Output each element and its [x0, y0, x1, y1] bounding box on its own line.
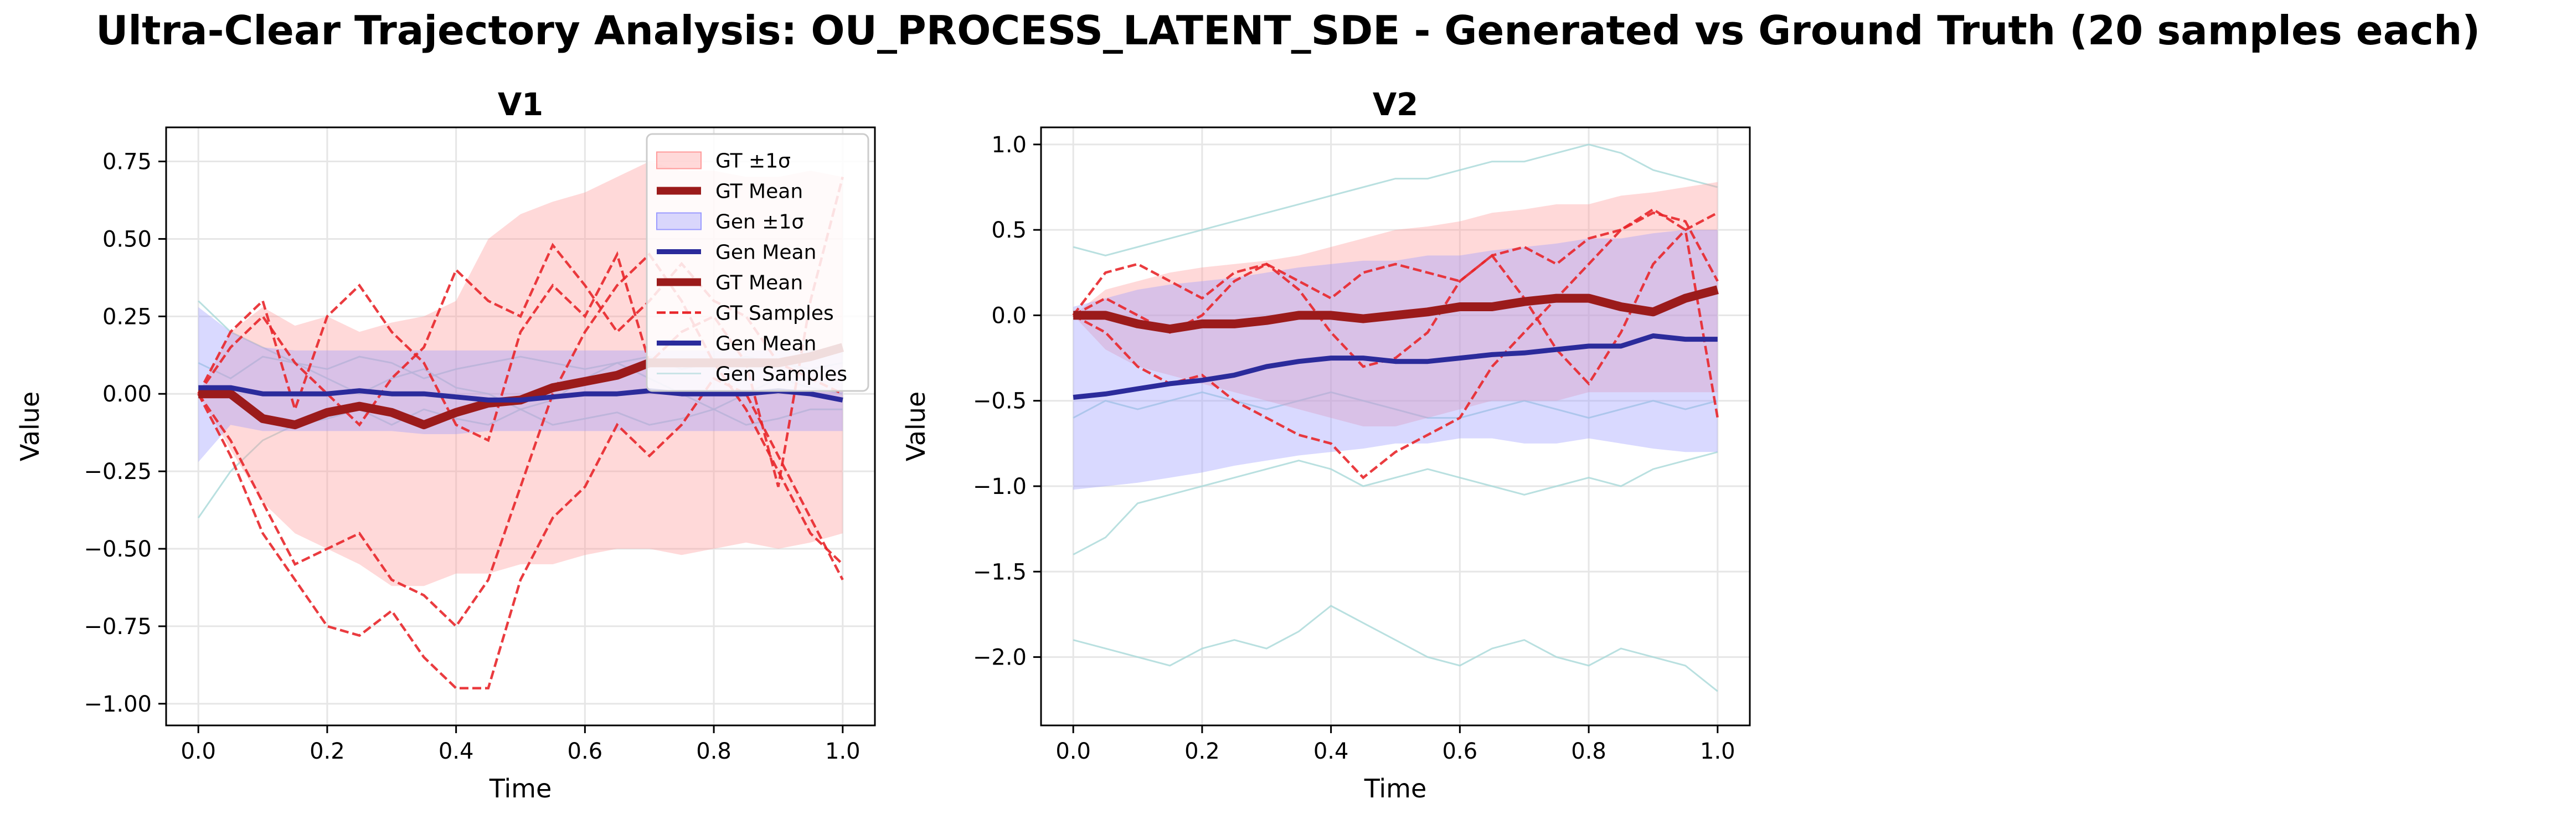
y-tick-label: 0.75 — [102, 150, 152, 175]
gen-sample-line — [1073, 391, 1718, 419]
plot-area — [1072, 143, 1719, 692]
chart-title: V1 — [498, 87, 543, 123]
y-tick-label: −2.0 — [973, 645, 1027, 671]
x-tick-label: 0.2 — [310, 739, 345, 764]
legend-swatch — [656, 151, 702, 169]
gen-mean-line — [198, 385, 843, 403]
x-axis-label: Time — [1364, 774, 1427, 803]
x-axis-label: Time — [489, 774, 552, 803]
y-axis-label: Value — [15, 392, 45, 461]
gen-sample-line — [1073, 143, 1718, 256]
chart-panel-v1: 0.0 0.2 0.4 0.6 0.8 1.0 −1.00 −0.75 −0.50 −0.25 0.… — [15, 87, 876, 803]
y-tick-label: 0.00 — [102, 382, 152, 407]
gt-sample-line — [197, 252, 844, 629]
gen-mean-line — [1073, 333, 1718, 400]
x-tick-label: 0.4 — [1313, 739, 1349, 764]
legend-label: GT Samples — [715, 302, 834, 325]
y-axis-label: Value — [901, 392, 931, 461]
y-tick-label: −1.0 — [973, 474, 1027, 499]
y-tick-label: −1.5 — [973, 559, 1027, 585]
axes-frame — [165, 126, 876, 727]
x-tick-label: 0.2 — [1184, 739, 1220, 764]
legend-label: Gen Mean — [715, 333, 816, 356]
y-tick-label: −1.00 — [84, 692, 152, 717]
legend-box — [646, 133, 869, 392]
x-tick-label: 0.8 — [696, 739, 731, 764]
gt-sample-line — [197, 377, 844, 690]
legend-label: GT ±1σ — [715, 150, 791, 173]
gen-sample-line — [1073, 605, 1718, 692]
y-tick-label: 0.50 — [102, 226, 152, 252]
x-tick-label: 1.0 — [825, 739, 861, 764]
x-tick-label: 0.8 — [1571, 739, 1606, 764]
legend-swatch — [656, 212, 702, 230]
band-gt- — [1073, 182, 1718, 426]
y-tick-label: 0.0 — [991, 303, 1027, 328]
legend-label: Gen Samples — [715, 363, 847, 386]
gt-sample-line — [1072, 211, 1719, 368]
x-tick-label: 0.6 — [568, 739, 603, 764]
legend-label: Gen ±1σ — [715, 211, 804, 234]
chart-title: V2 — [1373, 87, 1418, 123]
x-tick-label: 0.6 — [1442, 739, 1478, 764]
legend-label: GT Mean — [715, 181, 803, 203]
legend-label: GT Mean — [715, 272, 803, 295]
gt-sample-line — [197, 176, 844, 487]
x-tick-label: 1.0 — [1700, 739, 1735, 764]
x-tick-label: 0.0 — [181, 739, 216, 764]
y-tick-label: −0.75 — [84, 614, 152, 640]
y-tick-label: −0.50 — [84, 537, 152, 562]
y-tick-label: 0.25 — [102, 304, 152, 329]
y-tick-label: −0.25 — [84, 459, 152, 485]
y-tick-label: 0.5 — [991, 218, 1027, 243]
figure-title: Ultra-Clear Trajectory Analysis: OU_PROC… — [96, 7, 2480, 54]
x-tick-label: 0.4 — [439, 739, 474, 764]
y-tick-label: 1.0 — [991, 132, 1027, 158]
legend: GT ±1σ GT Mean Gen ±1σ Gen Mean GT Mean GT Sa… — [646, 133, 869, 392]
legend-label: Gen Mean — [715, 241, 816, 264]
gt-mean-line — [1073, 285, 1719, 334]
axes-frame — [1040, 126, 1751, 727]
gen-sample-line — [1073, 451, 1718, 555]
chart-panel-v2: 0.0 0.2 0.4 0.6 0.8 1.0 −2.0 −1.5 −1.0 −0.5 0.0 0.5… — [901, 87, 1751, 803]
y-tick-label: −0.5 — [973, 389, 1027, 414]
x-tick-label: 0.0 — [1055, 739, 1091, 764]
